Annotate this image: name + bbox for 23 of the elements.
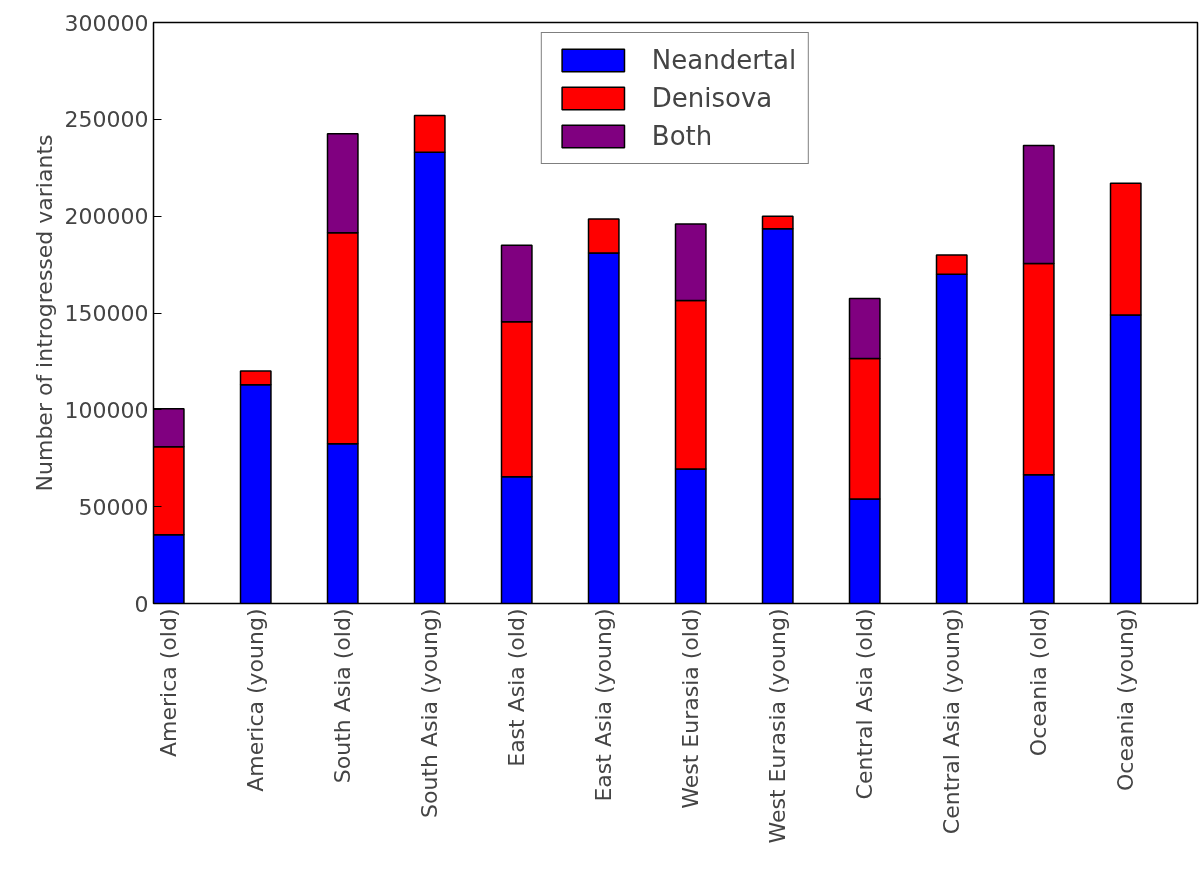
x-tick-label: South Asia (young) xyxy=(417,608,443,819)
y-tick-label: 100000 xyxy=(64,397,149,423)
legend-label: Denisova xyxy=(651,83,773,113)
y-tick-label: 300000 xyxy=(64,10,149,36)
x-tick-label: West Eurasia (young) xyxy=(765,608,791,844)
x-tick-label: East Asia (old) xyxy=(504,608,530,767)
x-tick-label: Oceania (old) xyxy=(1026,608,1052,757)
y-tick-label: 250000 xyxy=(64,107,149,133)
x-tick-label: South Asia (old) xyxy=(330,608,356,784)
legend-label: Both xyxy=(651,121,713,151)
y-tick-label: 50000 xyxy=(78,494,149,520)
y-tick-label: 150000 xyxy=(64,301,149,326)
x-tick-label: Central Asia (young) xyxy=(939,608,965,835)
x-tick-label: America (old) xyxy=(156,608,182,757)
x-tick-label: East Asia (young) xyxy=(591,608,617,802)
y-tick-label: 0 xyxy=(134,591,149,617)
x-tick-label: Central Asia (old) xyxy=(852,608,878,800)
legend-label: Neandertal xyxy=(651,45,797,75)
x-tick-label: West Eurasia (old) xyxy=(678,608,704,809)
x-tick-label: Oceania (young) xyxy=(1113,608,1139,791)
x-tick-label: America (young) xyxy=(243,608,269,792)
y-tick-label: 200000 xyxy=(64,204,149,230)
y-axis-title: Number of introgressed variants xyxy=(31,134,57,492)
